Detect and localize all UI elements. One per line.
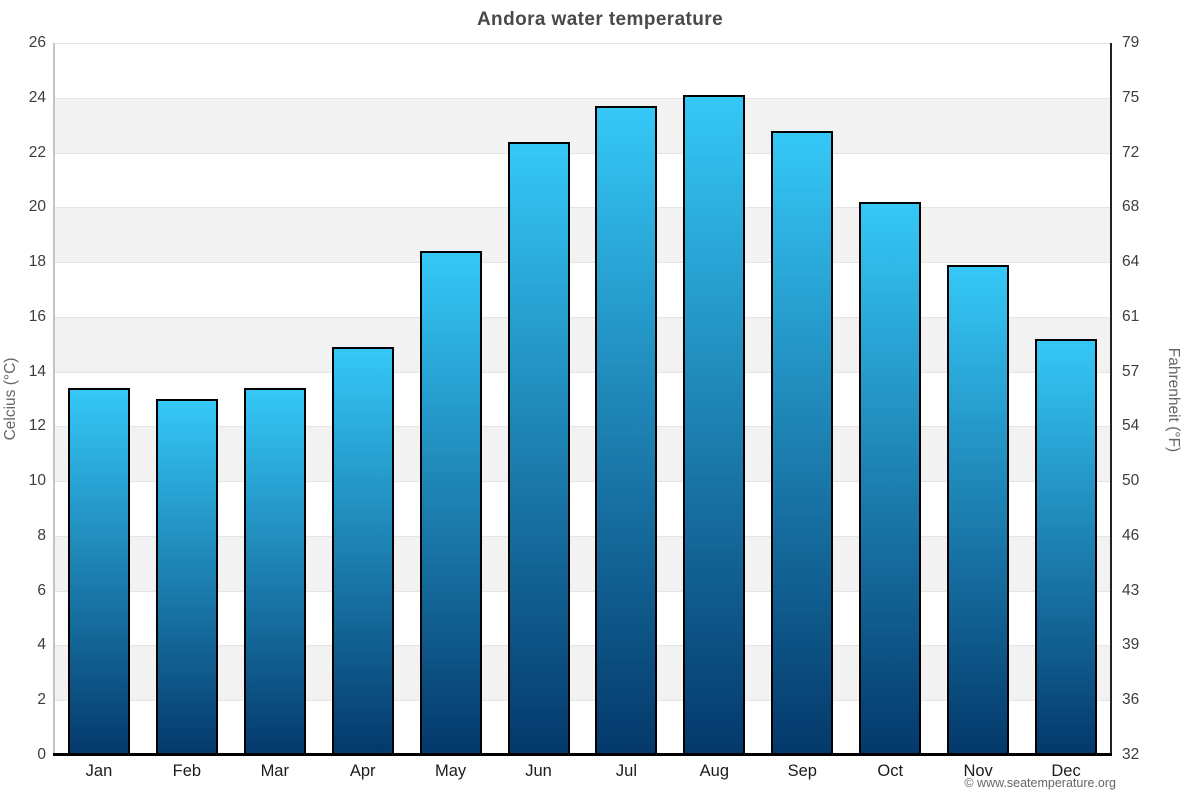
month-label-jan: Jan: [85, 762, 113, 780]
grid-band: [55, 426, 1110, 482]
fahrenheit-tick-label: 64: [1122, 253, 1140, 271]
gridline: [55, 316, 1110, 318]
left-axis-spine: [53, 43, 55, 755]
month-label-mar: Mar: [260, 762, 289, 780]
celsius-tick-label: 24: [28, 88, 46, 106]
gridline: [55, 97, 1110, 99]
month-label-apr: Apr: [349, 762, 376, 780]
gridline: [55, 43, 1110, 44]
month-label-oct: Oct: [877, 762, 904, 780]
gridline: [55, 371, 1110, 373]
fahrenheit-tick-label: 39: [1122, 636, 1140, 654]
temperature-bar-aug: [683, 95, 746, 755]
celsius-tick-label: 12: [28, 417, 46, 435]
celsius-tick-label: 26: [28, 34, 46, 51]
celsius-tick-label: 18: [28, 253, 46, 271]
fahrenheit-tick-label: 57: [1122, 362, 1140, 380]
month-label-feb: Feb: [172, 762, 202, 780]
fahrenheit-tick-label: 54: [1122, 417, 1140, 435]
grid-band: [55, 316, 1110, 372]
fahrenheit-tick-label: 43: [1122, 581, 1140, 599]
watermark-text: © www.seatemperature.org: [964, 776, 1116, 790]
fahrenheit-tick-label: 68: [1122, 198, 1140, 216]
temperature-bar-apr: [331, 346, 394, 755]
celsius-tick-label: 6: [37, 581, 46, 599]
month-label-may: May: [435, 762, 467, 780]
temperature-bar-nov: [947, 264, 1010, 755]
fahrenheit-tick-label: 50: [1122, 472, 1140, 490]
gridline: [55, 207, 1110, 209]
celsius-tick-label: 0: [37, 746, 46, 763]
month-label-jul: Jul: [615, 762, 637, 780]
gridline: [55, 481, 1110, 483]
temperature-bar-mar: [243, 388, 306, 755]
month-label-sep: Sep: [787, 762, 817, 780]
fahrenheit-tick-label: 61: [1122, 307, 1140, 325]
celsius-tick-label: 20: [28, 198, 46, 216]
gridline: [55, 535, 1110, 537]
celsius-tick-label: 10: [28, 472, 46, 490]
gridline: [55, 152, 1110, 154]
grid-band: [55, 645, 1110, 701]
month-label-aug: Aug: [699, 762, 730, 780]
right-axis-spine: [1110, 43, 1112, 755]
month-label-jun: Jun: [525, 762, 552, 780]
fahrenheit-tick-label: 46: [1122, 526, 1140, 544]
temperature-bar-may: [419, 251, 482, 755]
month-label-dec: Dec: [1051, 762, 1081, 780]
grid-band: [55, 207, 1110, 263]
temperature-bar-sep: [771, 130, 834, 755]
gridline: [55, 262, 1110, 264]
fahrenheit-axis-title: Fahrenheit (°F): [1165, 347, 1182, 453]
temperature-bar-jan: [67, 388, 130, 755]
temperature-bar-dec: [1035, 338, 1098, 755]
celsius-tick-label: 22: [28, 143, 46, 161]
gridline: [55, 700, 1110, 702]
temperature-bar-feb: [155, 399, 218, 755]
fahrenheit-tick-label: 79: [1122, 34, 1140, 51]
chart-title: Andora water temperature: [476, 9, 724, 30]
bottom-axis-line: [53, 753, 1112, 756]
celsius-axis-title: Celcius (°C): [2, 357, 19, 441]
gridline: [55, 590, 1110, 592]
temperature-bar-oct: [859, 201, 922, 755]
gridline: [55, 426, 1110, 428]
fahrenheit-tick-label: 36: [1122, 691, 1140, 709]
gridline: [55, 645, 1110, 647]
temperature-bar-jul: [595, 106, 658, 755]
fahrenheit-tick-label: 75: [1122, 88, 1140, 106]
celsius-tick-label: 2: [37, 691, 46, 709]
fahrenheit-tick-label: 72: [1122, 143, 1140, 161]
celsius-tick-label: 16: [28, 307, 46, 325]
grid-band: [55, 535, 1110, 591]
grid-band: [55, 97, 1110, 153]
celsius-tick-label: 14: [28, 362, 46, 380]
temperature-bar-jun: [507, 141, 570, 755]
month-label-nov: Nov: [963, 762, 993, 780]
celsius-tick-label: 4: [37, 636, 46, 654]
plot-area: [55, 43, 1110, 755]
fahrenheit-tick-label: 32: [1122, 746, 1140, 763]
celsius-tick-label: 8: [37, 526, 46, 544]
